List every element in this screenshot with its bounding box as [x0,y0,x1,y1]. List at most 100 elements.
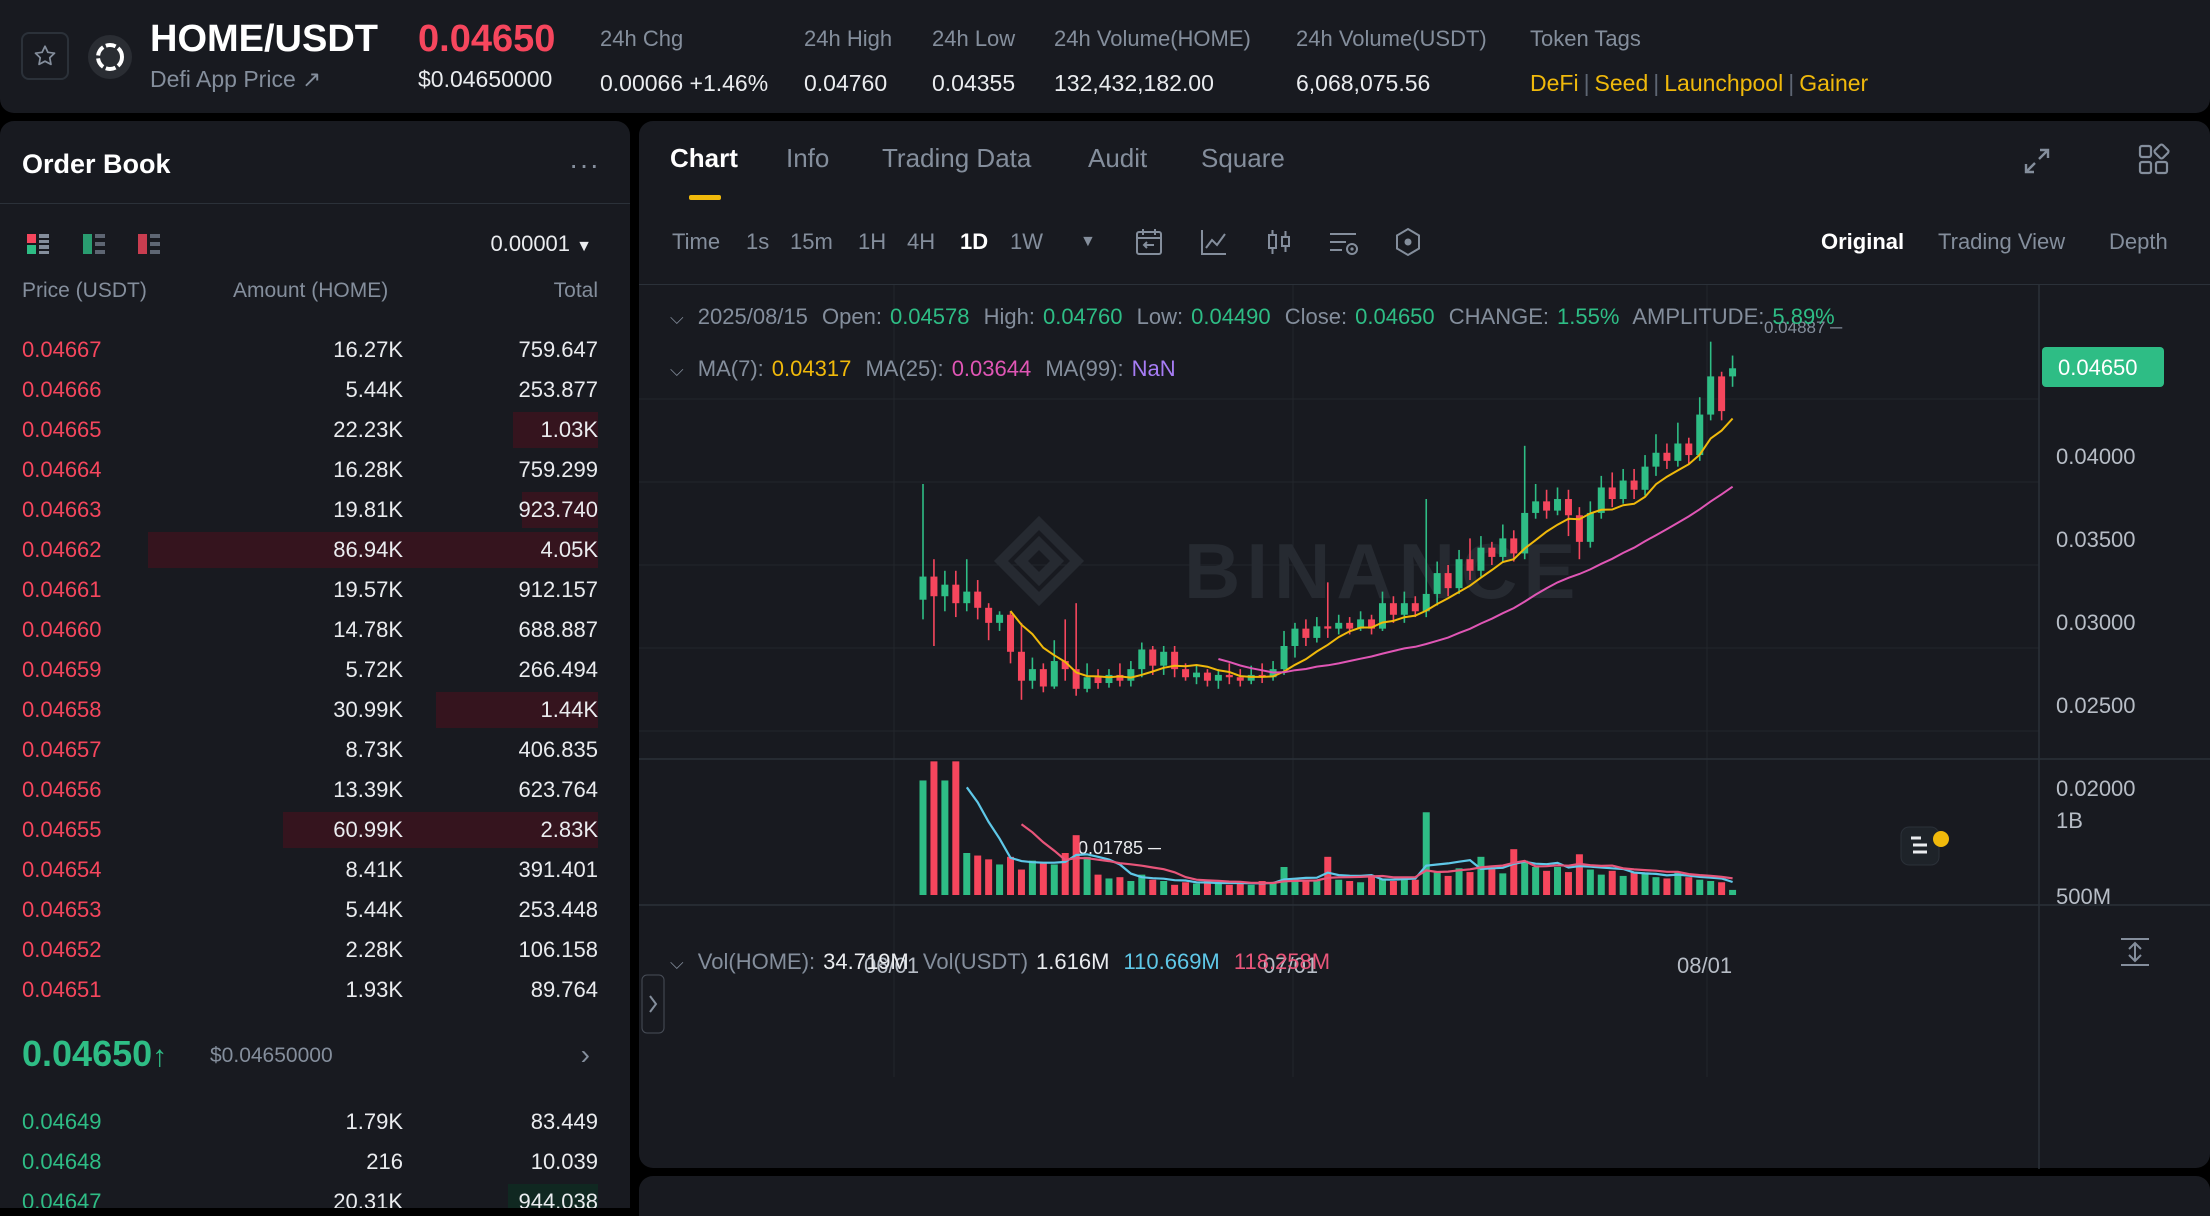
orderbook-both-mode-icon[interactable] [27,233,49,255]
ma-legend: ⌵ MA(7): 0.04317 MA(25): 0.03644 MA(99): Na… [670,356,1184,382]
interval-15m[interactable]: 15m [790,229,833,254]
candle-body [1608,487,1616,500]
chart-settings-icon[interactable] [1327,226,1361,258]
row-total: 688.887 [518,617,598,642]
orderbook-last-price[interactable]: 0.04650↑ [22,1033,168,1074]
candle-body [1028,669,1036,681]
row-amount: 22.23K [333,417,403,442]
col-amount-header: Amount (HOME) [233,279,389,302]
vol-home-value: 34.719M [823,949,909,974]
tag-separator: | [1788,70,1795,96]
view-original[interactable]: Original [1821,229,1905,254]
candle-body [1302,628,1310,638]
tab-square[interactable]: Square [1201,143,1285,173]
token-tags-label: Token Tags [1530,26,1641,51]
volume-bar [1378,878,1386,895]
ask-row[interactable]: 0.04660 14.78K 688.887 [0,610,630,650]
chevron-right-icon [649,995,658,1013]
volume-bar [1510,849,1518,895]
ask-row[interactable]: 0.04667 16.27K 759.647 [0,330,630,370]
candle-body [1160,651,1168,666]
interval-4h[interactable]: 4H [907,229,936,254]
candle-body [1017,651,1025,681]
collapse-chevron-icon[interactable]: ⌵ [670,953,684,973]
tag-gainer[interactable]: Gainer [1799,70,1869,96]
vol-home-label: Vol(HOME): [697,949,816,974]
ask-row[interactable]: 0.04658 30.99K 1.44K [0,690,630,730]
row-price: 0.04655 [22,817,102,842]
row-amount: 8.41K [345,857,404,882]
bid-row[interactable]: 0.04648 216 10.039 [0,1142,630,1182]
more-options-icon[interactable]: ··· [569,149,600,180]
volume-bar [1729,889,1737,895]
ask-row[interactable]: 0.04655 60.99K 2.83K [0,810,630,850]
candle-body [1685,443,1693,456]
interval-1h[interactable]: 1H [858,229,887,254]
candlestick-chart[interactable]: BINANCE0.045000.040000.035000.030000.025… [639,285,2210,1169]
row-price: 0.04662 [22,537,102,562]
ask-row[interactable]: 0.04653 5.44K 253.448 [0,890,630,930]
tag-seed[interactable]: Seed [1594,70,1649,96]
tab-audit[interactable]: Audit [1088,143,1148,173]
order-book-title: Order Book [22,149,171,179]
view-trading-view[interactable]: Trading View [1938,229,2066,254]
interval-time[interactable]: Time [672,229,721,254]
ask-row[interactable]: 0.04661 19.57K 912.157 [0,570,630,610]
volume-bar [1291,878,1299,895]
collapse-chevron-icon[interactable]: ⌵ [670,308,684,328]
ask-row[interactable]: 0.04652 2.28K 106.158 [0,930,630,970]
ask-row[interactable]: 0.04666 5.44K 253.877 [0,370,630,410]
volume-bar [1214,883,1222,895]
ask-row[interactable]: 0.04656 13.39K 623.764 [0,770,630,810]
hexagon-settings-icon[interactable] [1392,226,1424,258]
calendar-icon[interactable] [1133,226,1165,258]
ask-row[interactable]: 0.04651 1.93K 89.764 [0,970,630,1010]
tab-info[interactable]: Info [786,143,830,173]
indicator-icon[interactable] [1198,226,1230,258]
depth-bar [148,532,598,568]
orderbook-asks-mode-icon[interactable] [138,233,160,255]
ma25-label: MA(25): [865,356,944,381]
precision-select[interactable]: 0.00001 ▼ [491,231,593,257]
row-amount: 16.28K [333,457,403,482]
bid-row[interactable]: 0.04649 1.79K 83.449 [0,1102,630,1142]
ask-row[interactable]: 0.04657 8.73K 406.835 [0,730,630,770]
candle-body [1597,487,1605,513]
view-depth[interactable]: Depth [2109,229,2168,254]
interval-1s[interactable]: 1s [746,229,770,254]
interval-1d[interactable]: 1D [960,229,989,254]
ask-row[interactable]: 0.04665 22.23K 1.03K [0,410,630,450]
bid-row[interactable]: 0.04647 20.31K 944.038 [0,1182,630,1208]
row-total: 83.449 [530,1109,598,1134]
chevron-right-icon[interactable]: › [580,1039,590,1070]
ask-row[interactable]: 0.04663 19.81K 923.740 [0,490,630,530]
volume-bar [1488,868,1496,895]
row-total: 89.764 [530,977,598,1002]
tab-trading-data[interactable]: Trading Data [882,143,1032,173]
favorite-star-button[interactable] [21,32,69,80]
row-price: 0.04649 [22,1109,102,1134]
volume-bar [1411,879,1419,895]
chart-area[interactable]: BINANCE0.045000.040000.035000.030000.025… [639,284,2210,1169]
ask-row[interactable]: 0.04659 5.72K 266.494 [0,650,630,690]
interval-1w[interactable]: 1W [1010,229,1043,254]
stat-value: 6,068,075.56 [1296,70,1431,96]
expand-icon[interactable] [2021,145,2053,177]
tag-defi[interactable]: DeFi [1530,70,1579,96]
volume-bar [1236,882,1244,895]
layout-grid-icon[interactable] [2137,143,2171,177]
ask-row[interactable]: 0.04664 16.28K 759.299 [0,450,630,490]
candlestick-type-icon[interactable] [1263,226,1295,258]
ask-row[interactable]: 0.04662 86.94K 4.05K [0,530,630,570]
tab-chart[interactable]: Chart [670,143,738,173]
candle-body [1236,677,1244,681]
volume-bar [1455,868,1463,895]
tag-launchpool[interactable]: Launchpool [1664,70,1784,96]
orderbook-bids-mode-icon[interactable] [83,233,105,255]
collapse-chevron-icon[interactable]: ⌵ [670,360,684,380]
interval-more-chevron-icon[interactable]: ▼ [1080,233,1096,250]
ask-row[interactable]: 0.04654 8.41K 391.401 [0,850,630,890]
volume-axis-tick: 500M [2056,884,2111,909]
defi-app-price-link[interactable]: Defi App Price ↗ [150,66,322,92]
volume-bar [1269,882,1277,895]
